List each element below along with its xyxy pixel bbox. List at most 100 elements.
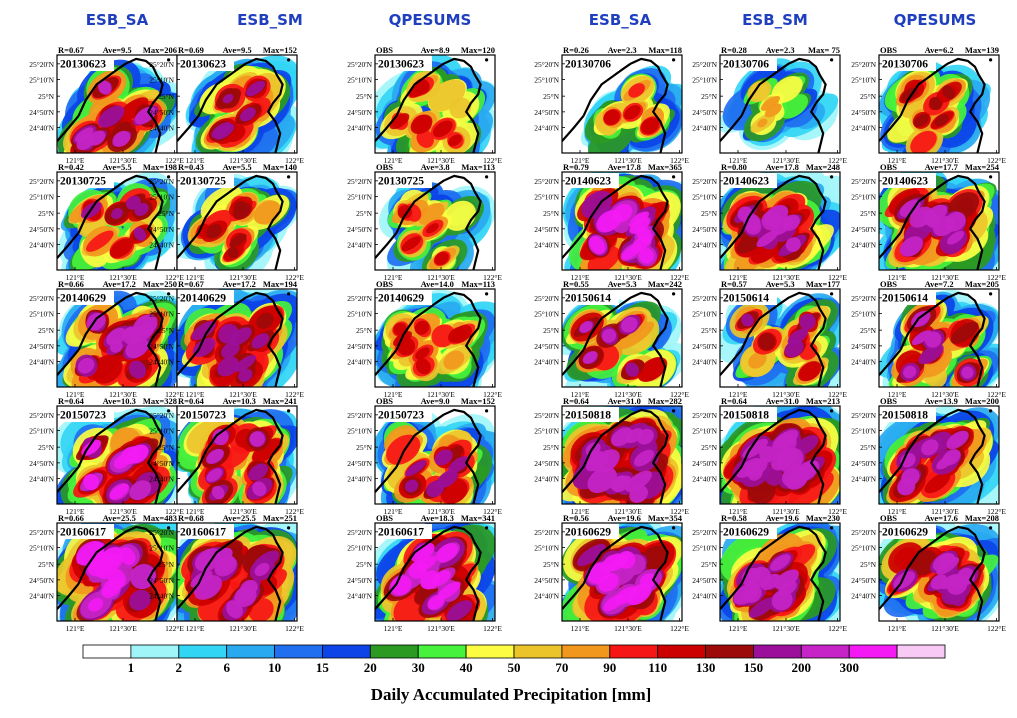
panel-stat-ave: Ave=19.6 [608,513,641,523]
x-tick-label: 121°E [66,624,85,633]
coastline [375,349,398,376]
y-tick-label: 24°40'N [149,358,174,367]
y-tick-label: 25°20'N [347,177,372,186]
precipitation-field [562,523,682,621]
panel-date: 20140623 [565,176,611,188]
precipitation-field [720,172,840,270]
x-tick-label: 121°E [186,624,205,633]
panel-date: 20160629 [882,527,928,539]
y-tick-label: 25°N [158,209,174,218]
precipitation-field [879,172,999,270]
y-tick-label: 25°10'N [347,310,372,319]
map-panel: R=0.66 Ave=17.2 Max=250 20140629 25°20'N 25°1… [29,279,184,399]
map-frame [878,171,1000,271]
panel-stat-label: OBS [880,279,897,289]
panel-stat-ave: Ave=3.8 [421,162,450,172]
island-marker [989,409,993,413]
colorbar-tick-label: 6 [223,660,230,675]
panel-stat-label: R=0.79 [563,162,589,172]
y-tick-label: 24°40'N [29,358,54,367]
date-box [721,290,777,305]
x-tick-label: 122°E [828,390,847,399]
coastline [582,291,669,387]
colorbar-tick-label: 300 [839,660,859,675]
y-tick-label: 25°20'N [692,60,717,69]
y-tick-label: 25°10'N [149,427,174,436]
date-box [58,290,114,305]
y-tick-label: 24°50'N [692,576,717,585]
y-tick-label: 25°20'N [347,60,372,69]
y-tick-label: 25°10'N [534,193,559,202]
y-tick-label: 24°50'N [851,459,876,468]
colorbar-swatch [369,644,419,659]
x-tick-label: 121°E [384,507,403,516]
y-tick-label: 25°N [158,560,174,569]
y-tick-label: 25°10'N [692,427,717,436]
x-tick-label: 121°E [186,156,205,165]
y-tick-label: 25°10'N [534,76,559,85]
coastline [197,174,284,270]
y-tick-label: 24°40'N [851,358,876,367]
map-panel: OBS Ave=13.9 Max=200 20150818 25°20'N 25°10'N… [851,396,1006,516]
coastline [395,525,482,621]
y-tick-label: 25°10'N [851,427,876,436]
y-tick-label: 25°10'N [347,544,372,553]
precipitation-field [177,407,297,504]
map-panel: R=0.55 Ave=5.3 Max=242 20150614 25°20'N 25°10… [534,279,689,399]
y-tick-label: 24°50'N [851,576,876,585]
panel-date: 20140623 [882,176,928,188]
precipitation-field [375,523,495,621]
colorbar-tick-label: 10 [268,660,281,675]
panel-stat-ave: Ave=25.5 [223,513,256,523]
y-tick-label: 25°N [543,443,559,452]
coastline [740,408,827,504]
precipitation-field [879,523,999,621]
y-tick-label: 24°40'N [29,241,54,250]
map-panel: OBS Ave=9.0 Max=152 20150723 25°20'N 25°10'N 2… [347,396,502,516]
y-tick-label: 25°20'N [534,177,559,186]
island-marker [672,175,676,179]
map-panel: R=0.67 Ave=9.5 Max=206 20130623 25°20'N 25°10… [29,45,184,165]
panel-stat-max: Max=328 [143,396,177,406]
x-tick-label: 122°E [670,156,689,165]
y-tick-label: 25°N [38,92,54,101]
y-tick-label: 25°20'N [851,528,876,537]
panel-stat-max: Max=177 [806,279,841,289]
panel-stat-label: R=0.66 [58,279,84,289]
date-box [178,290,234,305]
y-tick-label: 24°50'N [29,225,54,234]
colorbar-tick-label: 150 [744,660,764,675]
colorbar-tick-label: 130 [696,660,716,675]
x-tick-label: 121°E [729,273,748,282]
panel-date: 20140629 [378,293,424,305]
panel-stat-ave: Ave=9.5 [223,45,252,55]
x-tick-label: 121°30'E [772,507,800,516]
panel-date: 20150723 [378,410,424,422]
panel-stat-label: R=0.64 [721,396,748,406]
island-marker [989,58,993,62]
colorbar-swatch [178,644,228,659]
y-tick-label: 24°40'N [851,124,876,133]
map-panel: R=0.43 Ave=5.5 Max=140 20130725 25°20'N 25°10… [149,162,304,282]
coastline [879,583,902,610]
x-tick-label: 121°E [384,390,403,399]
date-box [563,407,619,422]
colorbar-tick-label: 15 [316,660,330,675]
map-frame [561,171,683,271]
map-panel: OBS Ave=7.2 Max=205 20150614 25°20'N 25°10'N 2… [851,279,1006,399]
panel-stat-label: R=0.67 [178,279,205,289]
panel-stat-ave: Ave=5.5 [103,162,132,172]
y-tick-label: 25°10'N [851,76,876,85]
x-tick-label: 121°30'E [931,507,959,516]
y-tick-label: 25°N [701,92,717,101]
map-panel: R=0.64 Ave=31.0 Max=282 20150818 25°20'N 25°1… [534,396,689,516]
y-tick-label: 24°40'N [534,124,559,133]
panel-stat-label: R=0.64 [178,396,205,406]
panel-date: 20140623 [723,176,769,188]
x-tick-label: 121°30'E [427,390,455,399]
panel-date: 20150723 [60,410,106,422]
x-tick-label: 121°30'E [931,390,959,399]
y-tick-label: 25°N [158,92,174,101]
colorbar-swatch [753,644,802,659]
panel-stat-max: Max=140 [263,162,297,172]
